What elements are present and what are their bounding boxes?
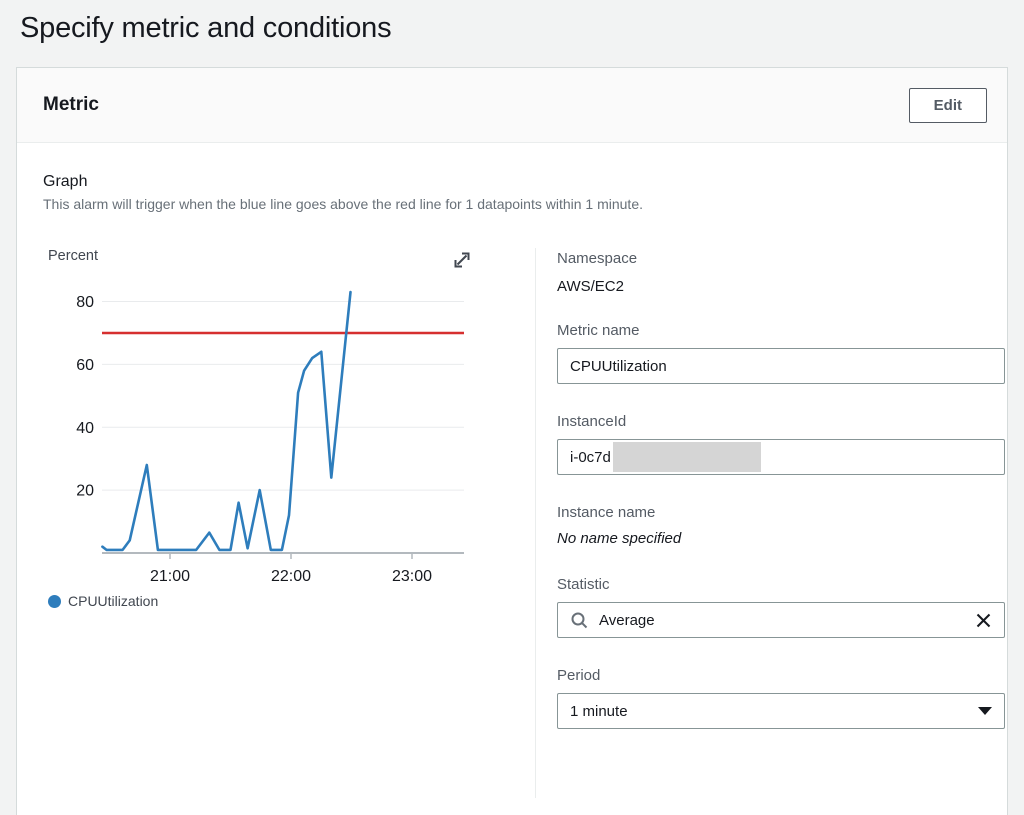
instance-id-value: i-0c7d <box>570 448 611 466</box>
period-select[interactable]: 1 minute <box>557 693 1005 729</box>
cpu-utilization-chart: 20 40 60 80 21:00 22:00 23:00 <box>76 290 464 585</box>
svg-text:22:00: 22:00 <box>271 568 311 585</box>
metric-card-header: Metric Edit <box>17 68 1007 143</box>
metric-name-field: Metric name <box>557 322 1005 384</box>
chart-legend-item[interactable]: CPUUtilization <box>43 593 535 609</box>
svg-text:60: 60 <box>76 357 94 374</box>
svg-text:40: 40 <box>76 420 94 437</box>
instance-name-value: No name specified <box>557 530 682 547</box>
svg-text:23:00: 23:00 <box>392 568 432 585</box>
expand-chart-button[interactable] <box>452 250 472 273</box>
edit-button[interactable]: Edit <box>908 87 987 123</box>
search-icon <box>571 612 588 628</box>
graph-heading: Graph <box>43 173 88 190</box>
svg-text:80: 80 <box>76 294 94 311</box>
instance-id-field: InstanceId i-0c7d <box>557 413 1005 475</box>
statistic-value: Average <box>599 611 655 629</box>
instance-id-input[interactable]: i-0c7d <box>557 439 1005 475</box>
metric-name-label: Metric name <box>557 322 640 339</box>
clear-statistic-button[interactable] <box>975 612 992 629</box>
period-label: Period <box>557 667 601 684</box>
metric-fields-panel: Namespace AWS/EC2 Metric name InstanceId… <box>535 248 1005 798</box>
chevron-down-icon <box>978 707 992 715</box>
namespace-value: AWS/EC2 <box>557 278 624 295</box>
period-value: 1 minute <box>570 702 628 720</box>
page-title: Specify metric and conditions <box>20 12 392 44</box>
close-icon <box>976 613 991 627</box>
metric-card-body: Graph This alarm will trigger when the b… <box>17 143 1007 798</box>
svg-text:20: 20 <box>76 483 94 500</box>
graph-description: This alarm will trigger when the blue li… <box>43 196 643 212</box>
namespace-field: Namespace AWS/EC2 <box>557 250 1005 295</box>
namespace-label: Namespace <box>557 250 638 267</box>
chart-panel: Percent 20 40 60 80 21:00 22:00 23:00 <box>43 248 535 798</box>
legend-label: CPUUtilization <box>68 593 159 609</box>
redaction-block <box>612 442 761 472</box>
graph-section-header: Graph This alarm will trigger when the b… <box>43 173 987 212</box>
legend-color-dot <box>48 594 61 608</box>
instance-name-field: Instance name No name specified <box>557 504 1005 547</box>
metric-card: Metric Edit Graph This alarm will trigge… <box>16 67 1008 815</box>
statistic-input[interactable]: Average <box>557 602 1005 638</box>
instance-name-label: Instance name <box>557 504 656 521</box>
expand-icon <box>454 252 470 268</box>
metric-name-input[interactable] <box>557 348 1005 384</box>
period-field: Period 1 minute <box>557 667 1005 729</box>
statistic-field: Statistic Average <box>557 576 1005 638</box>
card-title: Metric <box>43 94 99 115</box>
chart-unit-label: Percent <box>48 248 98 264</box>
instance-id-label: InstanceId <box>557 413 627 430</box>
svg-text:21:00: 21:00 <box>150 568 190 585</box>
statistic-label: Statistic <box>557 576 610 593</box>
